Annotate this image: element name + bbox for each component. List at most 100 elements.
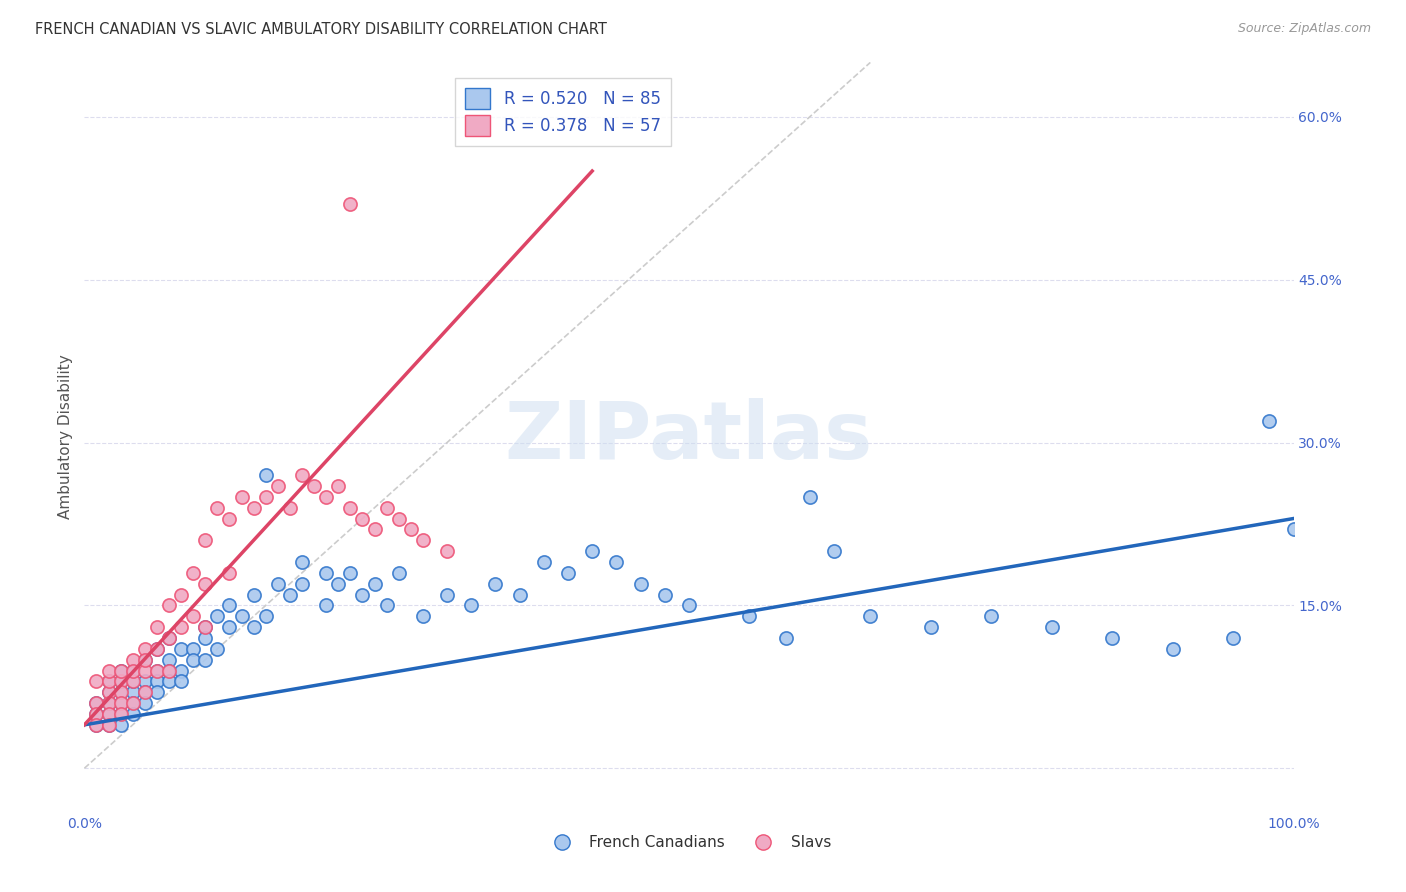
- Point: [207, 641, 229, 656]
- Point: [484, 576, 506, 591]
- Point: [134, 685, 156, 699]
- Point: [799, 490, 821, 504]
- Point: [254, 468, 277, 483]
- Point: [97, 706, 120, 721]
- Y-axis label: Ambulatory Disability: Ambulatory Disability: [58, 355, 73, 519]
- Point: [110, 718, 132, 732]
- Point: [157, 653, 180, 667]
- Point: [157, 674, 180, 689]
- Point: [110, 664, 132, 678]
- Point: [121, 696, 143, 710]
- Point: [823, 544, 845, 558]
- Point: [267, 576, 290, 591]
- Point: [121, 685, 143, 699]
- Point: [110, 696, 132, 710]
- Point: [194, 631, 217, 645]
- Point: [134, 641, 156, 656]
- Point: [86, 718, 108, 732]
- Point: [194, 653, 217, 667]
- Point: [388, 511, 411, 525]
- Point: [97, 718, 120, 732]
- Point: [86, 718, 108, 732]
- Point: [134, 664, 156, 678]
- Point: [194, 533, 217, 548]
- Point: [97, 685, 120, 699]
- Point: [533, 555, 555, 569]
- Point: [146, 674, 169, 689]
- Point: [581, 544, 603, 558]
- Point: [121, 706, 143, 721]
- Point: [157, 631, 180, 645]
- Point: [339, 500, 361, 515]
- Point: [339, 566, 361, 580]
- Point: [399, 522, 422, 536]
- Point: [375, 599, 398, 613]
- Point: [146, 685, 169, 699]
- Point: [1101, 631, 1123, 645]
- Point: [157, 631, 180, 645]
- Point: [110, 696, 132, 710]
- Point: [460, 599, 482, 613]
- Point: [86, 696, 108, 710]
- Point: [278, 500, 301, 515]
- Point: [97, 696, 120, 710]
- Point: [157, 664, 180, 678]
- Point: [1161, 641, 1184, 656]
- Point: [86, 696, 108, 710]
- Point: [980, 609, 1002, 624]
- Point: [134, 653, 156, 667]
- Point: [242, 500, 264, 515]
- Point: [315, 599, 337, 613]
- Point: [97, 696, 120, 710]
- Point: [97, 706, 120, 721]
- Point: [678, 599, 700, 613]
- Text: Source: ZipAtlas.com: Source: ZipAtlas.com: [1237, 22, 1371, 36]
- Point: [630, 576, 652, 591]
- Point: [436, 588, 458, 602]
- Point: [121, 674, 143, 689]
- Point: [121, 653, 143, 667]
- Point: [194, 620, 217, 634]
- Point: [121, 696, 143, 710]
- Point: [181, 609, 204, 624]
- Point: [170, 674, 193, 689]
- Point: [412, 533, 434, 548]
- Point: [134, 653, 156, 667]
- Point: [920, 620, 942, 634]
- Point: [218, 599, 240, 613]
- Point: [218, 511, 240, 525]
- Point: [242, 620, 264, 634]
- Point: [134, 696, 156, 710]
- Point: [170, 588, 193, 602]
- Point: [218, 566, 240, 580]
- Point: [1222, 631, 1244, 645]
- Point: [859, 609, 882, 624]
- Legend: French Canadians, Slavs: French Canadians, Slavs: [540, 830, 838, 856]
- Point: [146, 641, 169, 656]
- Point: [291, 555, 314, 569]
- Point: [181, 653, 204, 667]
- Point: [388, 566, 411, 580]
- Text: ZIPatlas: ZIPatlas: [505, 398, 873, 476]
- Point: [557, 566, 579, 580]
- Point: [110, 685, 132, 699]
- Point: [302, 479, 325, 493]
- Point: [110, 674, 132, 689]
- Point: [110, 674, 132, 689]
- Point: [121, 664, 143, 678]
- Point: [121, 674, 143, 689]
- Point: [231, 609, 253, 624]
- Point: [1258, 414, 1281, 428]
- Point: [97, 664, 120, 678]
- Point: [157, 664, 180, 678]
- Point: [170, 620, 193, 634]
- Point: [738, 609, 761, 624]
- Point: [231, 490, 253, 504]
- Point: [654, 588, 676, 602]
- Point: [605, 555, 627, 569]
- Point: [254, 609, 277, 624]
- Point: [97, 685, 120, 699]
- Point: [775, 631, 797, 645]
- Point: [134, 674, 156, 689]
- Point: [110, 664, 132, 678]
